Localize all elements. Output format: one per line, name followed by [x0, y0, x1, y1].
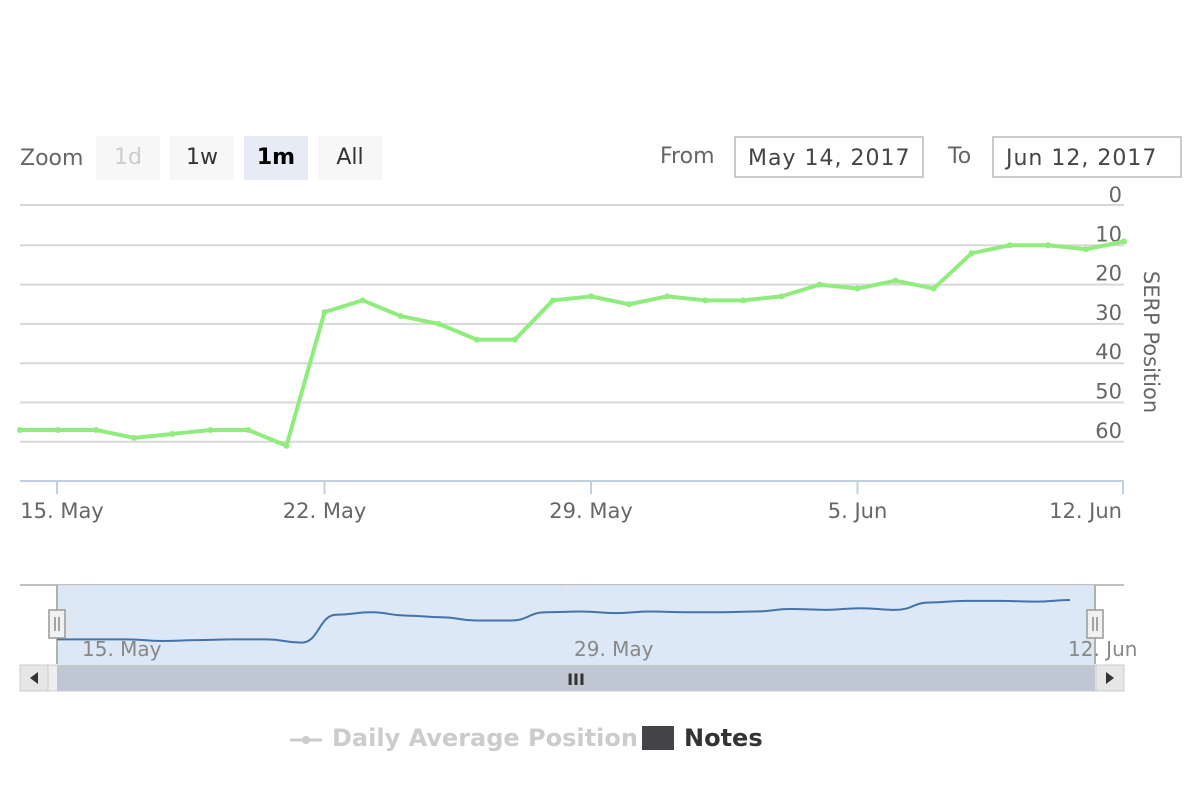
data-point[interactable] — [511, 336, 518, 343]
y-tick-label: 20 — [1095, 262, 1122, 286]
data-point[interactable] — [816, 281, 823, 288]
x-tick-label: 15. May — [20, 499, 104, 523]
x-tick-label: 12. Jun — [1049, 499, 1122, 523]
scrollbar[interactable]: III — [19, 664, 1125, 692]
data-point[interactable] — [93, 427, 100, 434]
navigator-selected-range[interactable] — [57, 585, 1095, 664]
legend: Daily Average Position Notes — [0, 722, 1200, 758]
zoom-1d-button[interactable]: 1d — [96, 136, 160, 180]
navigator-handle-left[interactable] — [48, 609, 66, 639]
data-point[interactable] — [1082, 246, 1089, 253]
data-point[interactable] — [207, 427, 214, 434]
data-point[interactable] — [778, 293, 785, 300]
from-date-input[interactable]: May 14, 2017 — [734, 136, 924, 178]
line-marker-icon — [290, 736, 322, 744]
data-point[interactable] — [435, 320, 442, 327]
x-tick-label: 22. May — [283, 499, 367, 523]
data-point[interactable] — [169, 430, 176, 437]
data-point[interactable] — [968, 250, 975, 257]
data-point[interactable] — [321, 309, 328, 316]
data-point[interactable] — [664, 293, 671, 300]
y-tick-label: 40 — [1095, 340, 1122, 364]
y-tick-label: 0 — [1109, 183, 1122, 207]
data-point[interactable] — [892, 277, 899, 284]
from-label: From — [660, 144, 715, 169]
scrollbar-grip-icon: III — [567, 670, 585, 689]
plot-area[interactable] — [17, 238, 1127, 449]
zoom-label: Zoom — [20, 146, 84, 171]
y-axis-title: SERP Position — [1139, 271, 1163, 413]
triangle-left-icon — [30, 672, 38, 684]
data-point[interactable] — [55, 427, 62, 434]
data-point[interactable] — [740, 297, 747, 304]
data-point[interactable] — [245, 427, 252, 434]
navigator-tick-label: 12. Jun — [1068, 637, 1137, 661]
zoom-1m-button[interactable]: 1m — [244, 136, 308, 180]
legend-label-notes: Notes — [684, 724, 763, 752]
x-tick-label: 5. Jun — [828, 499, 888, 523]
navigator-tick-label: 29. May — [574, 637, 654, 661]
data-point[interactable] — [549, 297, 556, 304]
y-tick-label: 30 — [1095, 301, 1122, 325]
triangle-right-icon — [1106, 672, 1114, 684]
data-point[interactable] — [1044, 242, 1051, 249]
data-point[interactable] — [397, 313, 404, 320]
data-point[interactable] — [702, 297, 709, 304]
data-point[interactable] — [588, 293, 595, 300]
series-line-daily-average-position[interactable] — [20, 239, 1125, 448]
x-tick-label: 29. May — [549, 499, 633, 523]
data-point[interactable] — [473, 336, 480, 343]
y-tick-label: 60 — [1095, 419, 1122, 443]
to-date-input[interactable]: Jun 12, 2017 — [992, 136, 1182, 178]
zoom-1w-button[interactable]: 1w — [170, 136, 234, 180]
data-point[interactable] — [854, 285, 861, 292]
data-point[interactable] — [1006, 242, 1013, 249]
data-point[interactable] — [1121, 238, 1127, 245]
navigator-series-line — [57, 599, 1071, 644]
scrollbar-thumb[interactable] — [57, 665, 1095, 691]
navigator-handle-right[interactable] — [1086, 609, 1104, 639]
zoom-all-button[interactable]: All — [318, 136, 382, 180]
drag-handle-icon[interactable] — [1086, 609, 1104, 639]
data-point[interactable] — [17, 427, 23, 434]
legend-label-daily-average-position: Daily Average Position — [332, 724, 638, 752]
data-point[interactable] — [626, 301, 633, 308]
data-point[interactable] — [930, 285, 937, 292]
square-icon — [642, 726, 674, 750]
to-label: To — [948, 144, 972, 169]
data-point[interactable] — [283, 442, 290, 449]
data-point[interactable] — [359, 297, 366, 304]
data-point[interactable] — [131, 434, 138, 441]
y-tick-label: 50 — [1095, 380, 1122, 404]
x-axis: 15. May 22. May 29. May 5. Jun 12. Jun — [20, 480, 1124, 523]
grid-lines — [20, 204, 1124, 443]
drag-handle-icon[interactable] — [48, 609, 66, 639]
